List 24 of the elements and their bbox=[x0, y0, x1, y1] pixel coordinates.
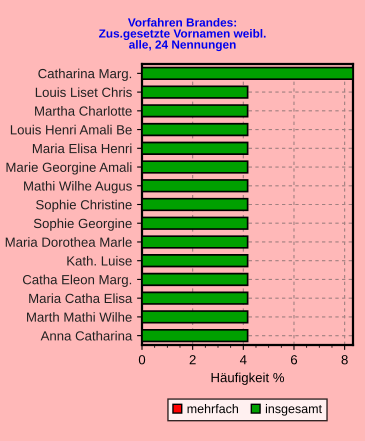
y-tick-label: Catharina Marg. bbox=[38, 68, 132, 81]
y-tick-label: Marth Mathi Wilhe bbox=[27, 312, 132, 322]
x-tick-label: 8 bbox=[342, 355, 348, 364]
y-tick-label: Kath. Luise bbox=[67, 256, 132, 266]
y-tick-label: Louis Henri Amali Be bbox=[10, 124, 132, 134]
y-tick-label: Maria Catha Elisa bbox=[29, 293, 132, 304]
y-tick-label: Maria Elisa Henri bbox=[32, 144, 132, 154]
x-tick-label: 2 bbox=[190, 355, 196, 364]
y-tick-label: Catha Eleon Marg. bbox=[22, 274, 132, 287]
x-tick-label: 6 bbox=[290, 355, 298, 364]
x-axis-title: Häufigkeit % bbox=[212, 372, 284, 385]
y-tick-label: Maria Dorothea Marle bbox=[6, 237, 132, 247]
y-tick-label: Marie Georgine Amali bbox=[6, 162, 132, 175]
y-tick-label: Sophie Georgine bbox=[34, 218, 132, 231]
legend-label: mehrfach bbox=[188, 404, 238, 414]
x-tick-label: 4 bbox=[240, 355, 247, 364]
y-tick-label: Martha Charlotte bbox=[35, 106, 132, 116]
legend-label: insgesamt bbox=[266, 404, 322, 416]
y-tick-label: Sophie Christine bbox=[36, 200, 132, 212]
chart-title: Vorfahren Brandes: Zus.gesetzte Vornamen weibl. alle, 24 Nennungen bbox=[98, 18, 266, 52]
x-tick-label: 0 bbox=[138, 355, 146, 364]
y-tick-label: Mathi Wilhe Augus bbox=[24, 180, 132, 194]
y-tick-label: Anna Catharina bbox=[40, 330, 132, 341]
y-tick-label: Louis Liset Chris bbox=[36, 87, 132, 98]
